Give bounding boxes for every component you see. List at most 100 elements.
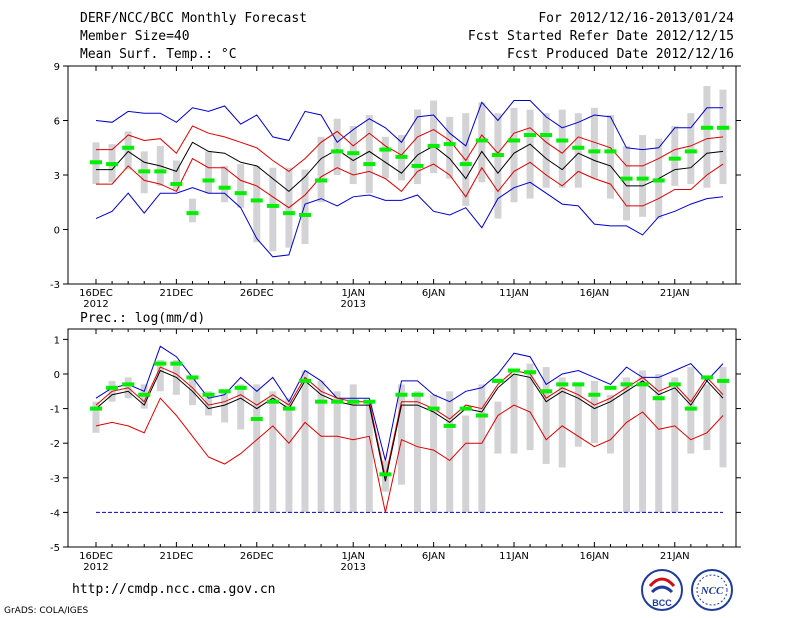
min-line: [95, 181, 724, 258]
ensemble-box: [156, 360, 164, 392]
x-tick-label: 6JAN: [422, 551, 445, 562]
y-tick-label: -3: [50, 474, 60, 485]
ncc-logo: NCC: [691, 569, 733, 611]
median-marker: [315, 399, 328, 404]
ensemble-box: [221, 391, 229, 423]
ensemble-box: [205, 391, 213, 416]
plot-frame: [67, 328, 737, 548]
median-marker: [250, 198, 263, 203]
median-marker: [282, 211, 295, 216]
ensemble-box: [253, 384, 261, 513]
ensemble-box: [574, 113, 582, 188]
ensemble-box: [446, 116, 454, 179]
precipitation-panel: 1 0 -1 -2 -3 -4 -5 16DEC 21DEC 26DEC 1JAN 6JAN 11JAN…: [50, 328, 741, 573]
ensemble-box: [365, 115, 373, 194]
ensemble-box: [205, 151, 213, 194]
x-year-label: 2013: [341, 299, 366, 310]
forecast-produced-date: Fcst Produced Date 2012/12/16: [507, 47, 734, 62]
forecast-period: For 2012/12/16-2013/01/24: [538, 11, 734, 26]
median-marker: [717, 378, 729, 383]
ensemble-box: [623, 377, 631, 513]
ensemble-box: [671, 377, 679, 513]
median-marker: [604, 385, 617, 390]
y-tick-label: -5: [50, 543, 60, 554]
ensemble-box: [510, 373, 518, 454]
ensemble-box: [285, 398, 293, 513]
median-marker: [347, 399, 360, 404]
ensemble-box: [639, 135, 647, 217]
median-marker: [556, 138, 569, 143]
y-tick-label: 9: [54, 62, 60, 73]
ensemble-box: [703, 384, 711, 451]
median-marker: [652, 178, 665, 183]
ensemble-box: [430, 100, 438, 174]
grads-credit: GrADS: COLA/IGES: [4, 606, 89, 616]
median-marker: [154, 361, 167, 366]
ensemble-box: [349, 384, 357, 513]
ensemble-box: [430, 394, 438, 513]
x-tick-label: 1JAN: [341, 551, 364, 562]
median-marker: [234, 385, 247, 390]
ensemble-box: [590, 107, 598, 179]
ensemble-box: [221, 165, 229, 203]
y-tick-label: -4: [50, 508, 60, 519]
y-tick-label: -2: [50, 439, 60, 450]
median-marker: [202, 392, 215, 397]
median-marker: [331, 399, 344, 404]
ensemble-box: [478, 384, 486, 513]
median-marker: [700, 125, 713, 130]
median-marker: [620, 382, 633, 387]
median-marker: [588, 392, 601, 397]
x-tick-label: 6JAN: [422, 288, 445, 299]
median-marker: [508, 368, 520, 373]
x-tick-label: 16DEC: [79, 551, 113, 562]
ensemble-box: [494, 401, 502, 454]
x-tick-label: 11JAN: [499, 288, 529, 299]
median-marker: [331, 149, 344, 154]
median-marker: [234, 191, 247, 196]
median-marker: [475, 413, 488, 418]
median-marker: [122, 382, 135, 387]
median-marker: [475, 138, 488, 143]
sd-low-line: [96, 157, 724, 209]
median-marker: [524, 370, 537, 375]
ensemble-box: [237, 164, 245, 208]
median-marker: [315, 178, 328, 183]
ensemble-box: [542, 367, 550, 464]
median-marker: [266, 203, 279, 208]
ensemble-box: [317, 136, 325, 203]
median-marker: [186, 211, 199, 216]
sd-high-line: [96, 125, 724, 173]
x-tick-label: 21JAN: [660, 288, 690, 299]
median-marker: [395, 392, 408, 397]
mean-line: [95, 369, 724, 482]
median-marker: [266, 399, 279, 404]
median-marker: [556, 382, 569, 387]
median-marker: [636, 382, 649, 387]
ensemble-box: [574, 384, 582, 447]
ensemble-box: [510, 107, 518, 203]
median-marker: [588, 149, 601, 154]
ensemble-box: [719, 367, 727, 468]
median-marker: [299, 378, 311, 383]
median-marker: [459, 406, 472, 411]
max-line: [95, 100, 723, 151]
ensemble-box: [655, 373, 663, 513]
member-size: Member Size=40: [80, 29, 190, 44]
ensemble-box: [446, 391, 454, 513]
ensemble-box: [558, 377, 566, 468]
median-marker: [443, 142, 456, 147]
ensemble-box: [526, 363, 534, 451]
median-marker: [250, 416, 263, 421]
source-url[interactable]: http://cmdp.ncc.cma.gov.cn: [72, 582, 276, 597]
ensemble-box: [542, 113, 550, 188]
ensemble-box: [237, 384, 245, 430]
mean-line: [96, 141, 724, 193]
x-tick-label: 16JAN: [579, 288, 609, 299]
x-tick-label: 26DEC: [240, 288, 274, 299]
ensemble-box: [623, 145, 631, 221]
max-line: [95, 345, 724, 461]
ensemble-box: [414, 109, 422, 185]
median-marker: [572, 145, 585, 150]
median-marker: [524, 133, 537, 138]
